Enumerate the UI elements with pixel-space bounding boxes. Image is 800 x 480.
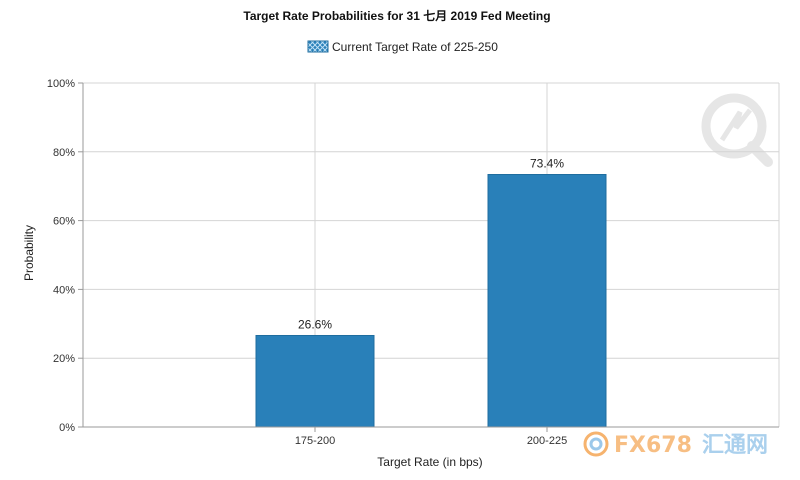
y-tick-label: 60% bbox=[53, 216, 75, 228]
y-tick-label: 80% bbox=[53, 147, 75, 159]
x-tick-label: 175-200 bbox=[295, 435, 335, 447]
y-axis-label: Probability bbox=[22, 225, 36, 281]
data-label: 73.4% bbox=[530, 157, 564, 171]
gridlines bbox=[83, 82, 780, 428]
y-tick-label: 0% bbox=[59, 422, 75, 434]
y-tick-label: 40% bbox=[53, 284, 75, 296]
legend-swatch bbox=[307, 40, 329, 53]
brand-name: FX678 bbox=[614, 433, 692, 458]
x-tick-label: 200-225 bbox=[527, 435, 567, 447]
y-tick-label: 20% bbox=[53, 353, 75, 365]
axes: 0% 20% 40% 60% 80% 100% 175-200 200-225 bbox=[47, 78, 779, 447]
legend-label: Current Target Rate of 225-250 bbox=[332, 40, 498, 54]
brand-swirl-icon bbox=[583, 431, 609, 457]
data-label: 26.6% bbox=[298, 317, 332, 331]
bars: 26.6% 73.4% bbox=[255, 157, 607, 428]
bar-200-225 bbox=[487, 174, 607, 428]
y-tick-label: 100% bbox=[47, 78, 75, 90]
watermark-logo-icon bbox=[701, 93, 773, 167]
bar-175-200 bbox=[255, 334, 375, 428]
brand-watermark: FX678 汇通网 bbox=[583, 431, 768, 458]
legend: Current Target Rate of 225-250 bbox=[307, 40, 498, 54]
chart-title: Target Rate Probabilities for 31 七月 2019… bbox=[243, 9, 550, 23]
x-axis-label: Target Rate (in bps) bbox=[377, 455, 482, 469]
brand-name-cn: 汇通网 bbox=[702, 433, 768, 458]
